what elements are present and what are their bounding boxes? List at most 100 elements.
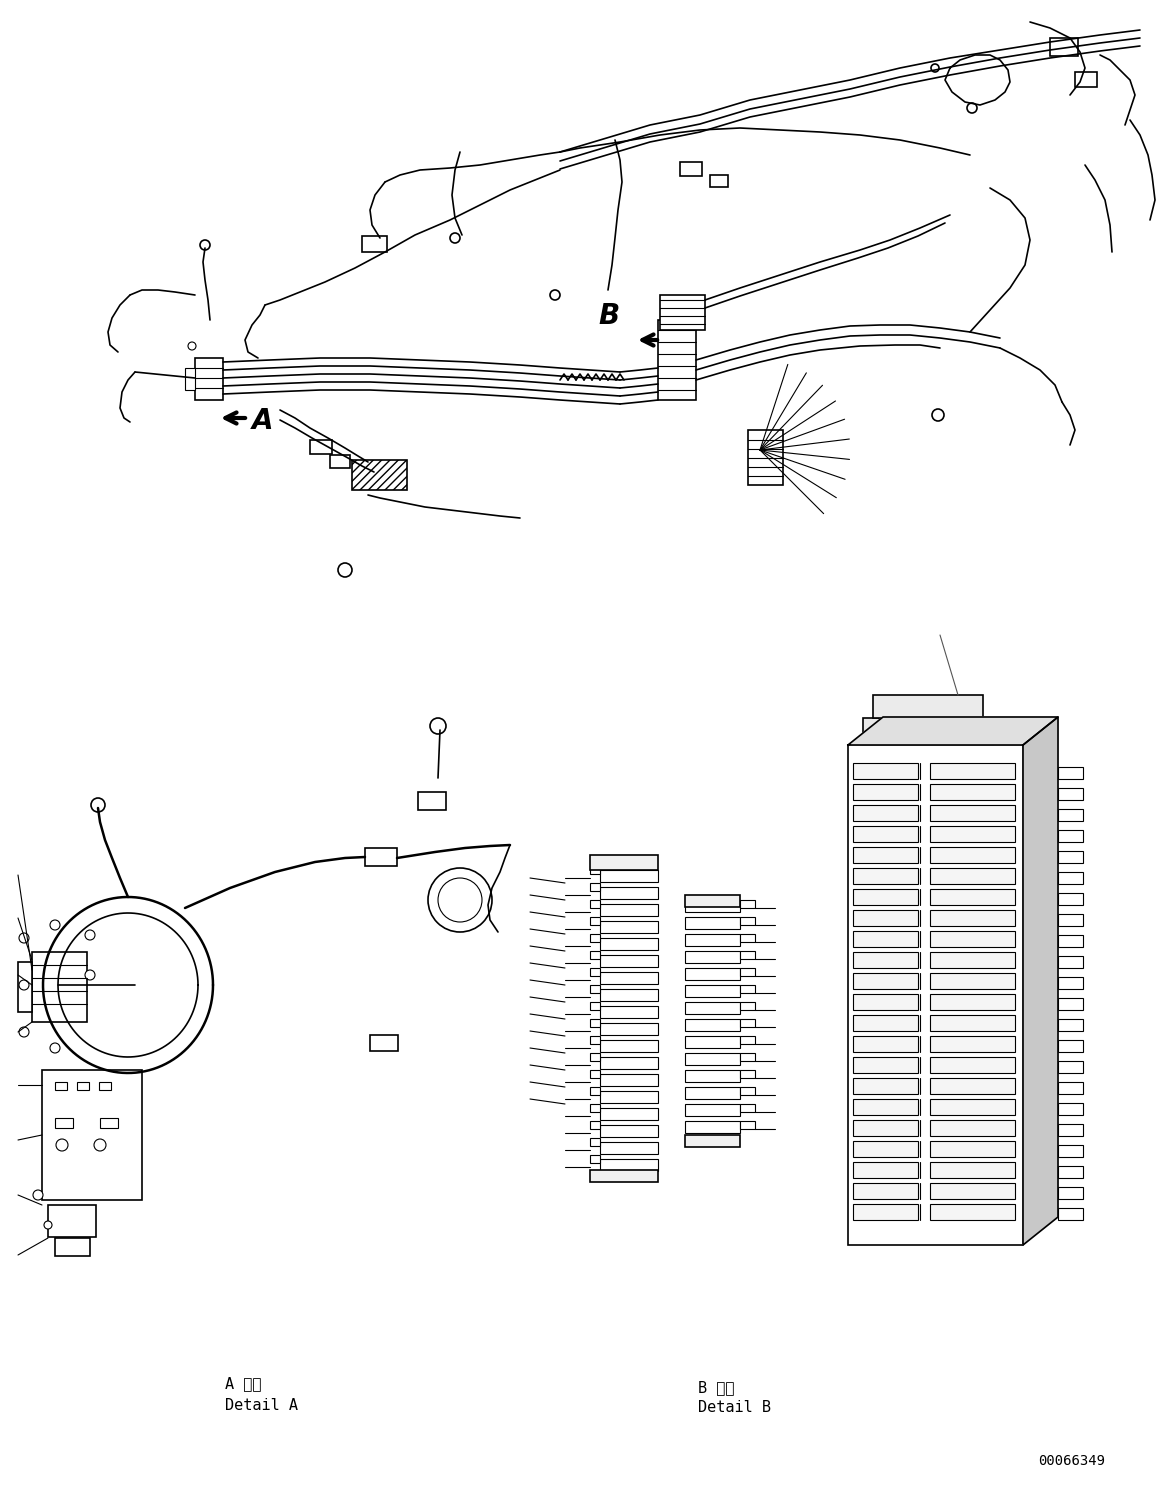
Bar [852,1056,918,1073]
Bar [658,320,695,400]
Bar [1058,789,1083,801]
Bar [740,1054,755,1061]
Bar [1058,978,1083,990]
Circle shape [50,920,60,930]
Bar [930,1015,1015,1031]
Circle shape [94,1138,106,1152]
Bar [740,951,755,958]
Bar [590,934,600,942]
Bar [930,1100,1015,1115]
Bar [930,1056,1015,1073]
Bar [852,826,918,842]
Circle shape [430,719,445,734]
Bar [590,1138,600,1146]
Bar [685,1135,740,1147]
Bar [600,1141,658,1155]
Bar [600,887,658,899]
Circle shape [44,1222,52,1229]
Bar [77,1082,90,1091]
Bar [852,888,918,905]
Bar [852,1100,918,1115]
Circle shape [188,342,197,350]
Bar [590,882,600,891]
Bar [848,745,1023,1245]
Bar [590,1054,600,1061]
Text: A 詳細: A 詳細 [224,1376,262,1391]
Circle shape [550,290,561,301]
Bar [55,1082,67,1091]
Bar [685,894,740,908]
Bar [740,934,755,942]
Circle shape [200,240,211,250]
Bar [600,1006,658,1018]
Bar [1058,914,1083,926]
Bar [590,1170,658,1181]
Bar [590,1001,600,1010]
Bar [740,1036,755,1045]
Bar [852,1183,918,1199]
Bar [930,1077,1015,1094]
Bar [685,1001,740,1013]
Bar [852,1141,918,1158]
Bar [600,870,658,882]
Bar [1058,955,1083,969]
Bar [930,931,1015,946]
Bar [852,784,918,801]
Bar [852,911,918,926]
Bar [685,951,740,963]
Bar [590,900,600,908]
Bar [930,1183,1015,1199]
Bar [852,805,918,821]
Circle shape [450,234,461,243]
Bar [55,1117,73,1128]
Bar [852,1120,918,1135]
Bar [740,900,755,908]
Bar [33,952,87,1022]
Bar [740,985,755,992]
Bar [685,1054,740,1065]
Text: B 詳細: B 詳細 [698,1379,735,1396]
Circle shape [50,1043,60,1054]
Bar [1058,1144,1083,1158]
Circle shape [932,409,944,421]
Bar [1058,1061,1083,1073]
Text: 00066349: 00066349 [1039,1454,1105,1469]
Polygon shape [1023,717,1058,1245]
Circle shape [438,878,481,923]
Bar [195,359,223,400]
Bar [930,1162,1015,1178]
Bar [930,888,1015,905]
Polygon shape [848,717,1058,745]
Bar [930,763,1015,780]
Bar [685,985,740,997]
Bar [600,1024,658,1036]
Bar [600,990,658,1001]
Bar [590,969,600,976]
Bar [600,1040,658,1052]
Bar [590,917,600,926]
Bar [863,719,993,745]
Bar [352,460,407,490]
Bar [590,856,658,870]
Bar [1058,893,1083,905]
Bar [1058,1040,1083,1052]
Bar [17,963,33,1012]
Bar [930,994,1015,1010]
Bar [600,937,658,949]
Text: B: B [598,302,619,330]
Bar [590,985,600,992]
Bar [852,763,918,780]
Circle shape [19,933,29,943]
Text: Detail A: Detail A [224,1399,298,1414]
Bar [48,1205,97,1237]
Bar [930,1036,1015,1052]
Bar [600,1091,658,1103]
Bar [1058,998,1083,1010]
Bar [930,826,1015,842]
Bar [685,1104,740,1116]
Bar [930,911,1015,926]
Text: Detail B: Detail B [698,1400,771,1415]
Bar [685,934,740,946]
Bar [600,921,658,933]
Bar [1058,1103,1083,1115]
